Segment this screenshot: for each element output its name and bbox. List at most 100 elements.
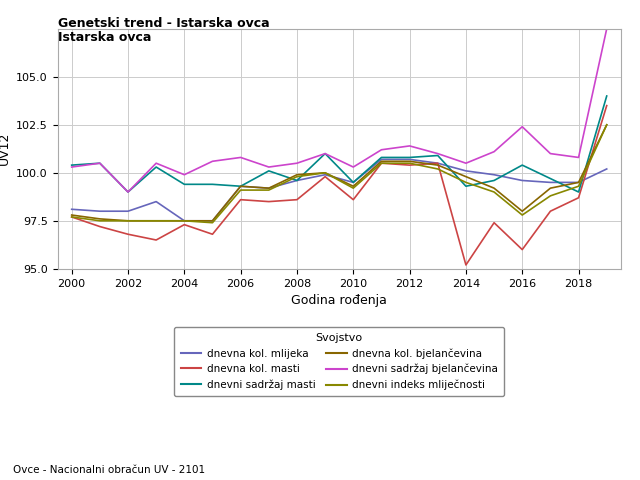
dnevna kol. masti <box>434 160 442 166</box>
dnevni sadržaj masti <box>378 155 385 160</box>
dnevna kol. bjelančevina <box>434 162 442 168</box>
dnevni indeks mliječnosti <box>237 187 244 193</box>
dnevna kol. mlijeka <box>490 172 498 178</box>
dnevna kol. masti <box>152 237 160 243</box>
dnevna kol. bjelančevina <box>575 180 582 185</box>
Y-axis label: UV12: UV12 <box>0 132 11 166</box>
dnevni sadržaj masti <box>518 162 526 168</box>
dnevni sadržaj masti <box>462 183 470 189</box>
dnevna kol. masti <box>209 231 216 237</box>
dnevni sadržaj bjelančevina <box>490 149 498 155</box>
dnevni sadržaj bjelančevina <box>68 164 76 170</box>
dnevna kol. bjelančevina <box>603 122 611 128</box>
dnevni sadržaj bjelančevina <box>349 164 357 170</box>
dnevni sadržaj masti <box>265 168 273 174</box>
dnevni sadržaj masti <box>124 189 132 195</box>
dnevni sadržaj bjelančevina <box>237 155 244 160</box>
dnevni indeks mliječnosti <box>349 185 357 191</box>
dnevni sadržaj masti <box>406 155 413 160</box>
dnevni sadržaj bjelančevina <box>265 164 273 170</box>
dnevni sadržaj bjelančevina <box>406 143 413 149</box>
dnevni sadržaj bjelančevina <box>293 160 301 166</box>
dnevni indeks mliječnosti <box>209 220 216 226</box>
dnevna kol. mlijeka <box>406 156 413 162</box>
dnevni indeks mliječnosti <box>406 160 413 166</box>
dnevna kol. bjelančevina <box>180 218 188 224</box>
dnevni indeks mliječnosti <box>96 218 104 224</box>
dnevna kol. mlijeka <box>68 206 76 212</box>
dnevna kol. masti <box>321 174 329 180</box>
dnevna kol. masti <box>547 208 554 214</box>
dnevni sadržaj masti <box>209 181 216 187</box>
dnevna kol. masti <box>575 195 582 201</box>
dnevna kol. mlijeka <box>265 185 273 191</box>
dnevna kol. masti <box>378 160 385 166</box>
dnevni sadržaj bjelančevina <box>321 151 329 156</box>
dnevna kol. bjelančevina <box>518 208 526 214</box>
dnevni sadržaj bjelančevina <box>603 26 611 32</box>
dnevni indeks mliječnosti <box>265 187 273 193</box>
dnevni sadržaj bjelančevina <box>96 160 104 166</box>
dnevna kol. masti <box>293 197 301 203</box>
dnevni sadržaj masti <box>490 178 498 183</box>
Text: Genetski trend - Istarska ovca: Genetski trend - Istarska ovca <box>58 17 269 30</box>
dnevni indeks mliječnosti <box>603 122 611 128</box>
dnevna kol. mlijeka <box>209 218 216 224</box>
dnevna kol. bjelančevina <box>321 170 329 176</box>
dnevna kol. bjelančevina <box>293 172 301 178</box>
dnevni sadržaj masti <box>68 162 76 168</box>
dnevni indeks mliječnosti <box>434 166 442 172</box>
dnevna kol. masti <box>603 103 611 108</box>
dnevna kol. mlijeka <box>547 180 554 185</box>
dnevni sadržaj bjelančevina <box>378 147 385 153</box>
dnevna kol. masti <box>96 224 104 229</box>
dnevna kol. bjelančevina <box>68 212 76 218</box>
dnevni sadržaj masti <box>547 176 554 181</box>
dnevni sadržaj bjelančevina <box>152 160 160 166</box>
dnevna kol. masti <box>265 199 273 204</box>
dnevni sadržaj masti <box>96 160 104 166</box>
dnevni sadržaj masti <box>434 153 442 158</box>
dnevna kol. bjelančevina <box>96 216 104 222</box>
dnevni sadržaj masti <box>180 181 188 187</box>
dnevni sadržaj masti <box>321 151 329 156</box>
dnevna kol. bjelančevina <box>152 218 160 224</box>
dnevni indeks mliječnosti <box>575 183 582 189</box>
dnevni indeks mliječnosti <box>68 214 76 220</box>
dnevna kol. mlijeka <box>180 218 188 224</box>
dnevna kol. mlijeka <box>349 180 357 185</box>
Line: dnevni indeks mliječnosti: dnevni indeks mliječnosti <box>72 125 607 223</box>
dnevni sadržaj bjelančevina <box>462 160 470 166</box>
dnevni sadržaj masti <box>575 189 582 195</box>
dnevna kol. masti <box>349 197 357 203</box>
dnevna kol. bjelančevina <box>237 183 244 189</box>
dnevna kol. bjelančevina <box>490 185 498 191</box>
dnevni sadržaj masti <box>152 164 160 170</box>
dnevna kol. mlijeka <box>321 172 329 178</box>
dnevni sadržaj bjelančevina <box>575 155 582 160</box>
dnevni indeks mliječnosti <box>321 170 329 176</box>
dnevni indeks mliječnosti <box>293 174 301 180</box>
dnevni sadržaj bjelančevina <box>434 151 442 156</box>
dnevna kol. bjelančevina <box>349 183 357 189</box>
dnevni sadržaj bjelančevina <box>180 172 188 178</box>
dnevni indeks mliječnosti <box>547 193 554 199</box>
Line: dnevni sadržaj masti: dnevni sadržaj masti <box>72 96 607 192</box>
dnevna kol. masti <box>180 222 188 228</box>
Line: dnevna kol. mlijeka: dnevna kol. mlijeka <box>72 159 607 221</box>
dnevna kol. bjelančevina <box>378 158 385 164</box>
dnevni sadržaj masti <box>603 93 611 99</box>
dnevna kol. bjelančevina <box>209 218 216 224</box>
Line: dnevna kol. bjelančevina: dnevna kol. bjelančevina <box>72 125 607 221</box>
dnevni sadržaj bjelančevina <box>547 151 554 156</box>
dnevna kol. masti <box>406 162 413 168</box>
dnevni sadržaj masti <box>237 183 244 189</box>
dnevni indeks mliječnosti <box>518 212 526 218</box>
dnevni sadržaj bjelančevina <box>124 189 132 195</box>
Text: Ovce - Nacionalni obračun UV - 2101: Ovce - Nacionalni obračun UV - 2101 <box>13 465 205 475</box>
dnevna kol. masti <box>68 214 76 220</box>
dnevna kol. mlijeka <box>378 156 385 162</box>
dnevna kol. bjelančevina <box>406 158 413 164</box>
dnevna kol. mlijeka <box>96 208 104 214</box>
dnevna kol. bjelančevina <box>124 218 132 224</box>
